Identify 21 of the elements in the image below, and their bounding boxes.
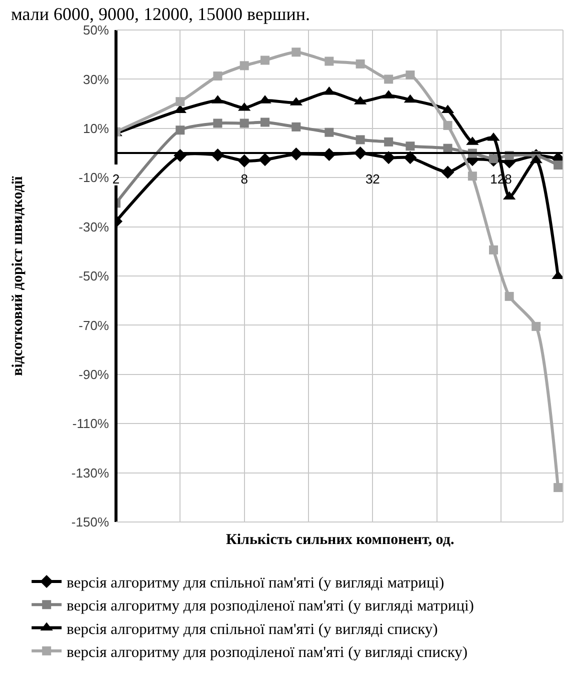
y-tick-label: -150%	[71, 514, 110, 530]
y-tick-label: -30%	[78, 219, 110, 234]
y-tick-label: -130%	[71, 465, 110, 480]
legend-label: версія алгоритму для розподіленої пам'яті (у вигляді списку)	[66, 644, 468, 661]
x-axis-title: Кількість сильних компонент, од.	[226, 532, 454, 548]
x-tick-label: 8	[240, 172, 248, 187]
legend-label: версія алгоритму для спільної пам'яті (у вигляді списку)	[66, 620, 438, 638]
x-tick-label: 32	[365, 172, 380, 187]
legend-label: версія алгоритму для розподіленої пам'яті (у вигляді матриці)	[66, 598, 474, 615]
y-tick-label: -90%	[78, 366, 110, 382]
y-axis-title: відсотковий доріст швидкодії	[10, 175, 26, 376]
y-tick-label: 30%	[82, 72, 110, 87]
y-tick-label: -50%	[78, 268, 110, 284]
y-tick-label: 10%	[82, 120, 110, 136]
legend-label: версія алгоритму для спільної пам'яті (у вигляді матриці)	[66, 574, 444, 592]
y-tick-label: -110%	[72, 416, 110, 432]
y-tick-label: 50%	[82, 22, 110, 38]
y-tick-label: -10%	[78, 170, 110, 186]
y-tick-label: -70%	[78, 318, 110, 333]
x-tick-label: 2	[112, 172, 120, 187]
text: мали 6000, 9000, 12000, 15000 вершин.	[11, 4, 310, 24]
